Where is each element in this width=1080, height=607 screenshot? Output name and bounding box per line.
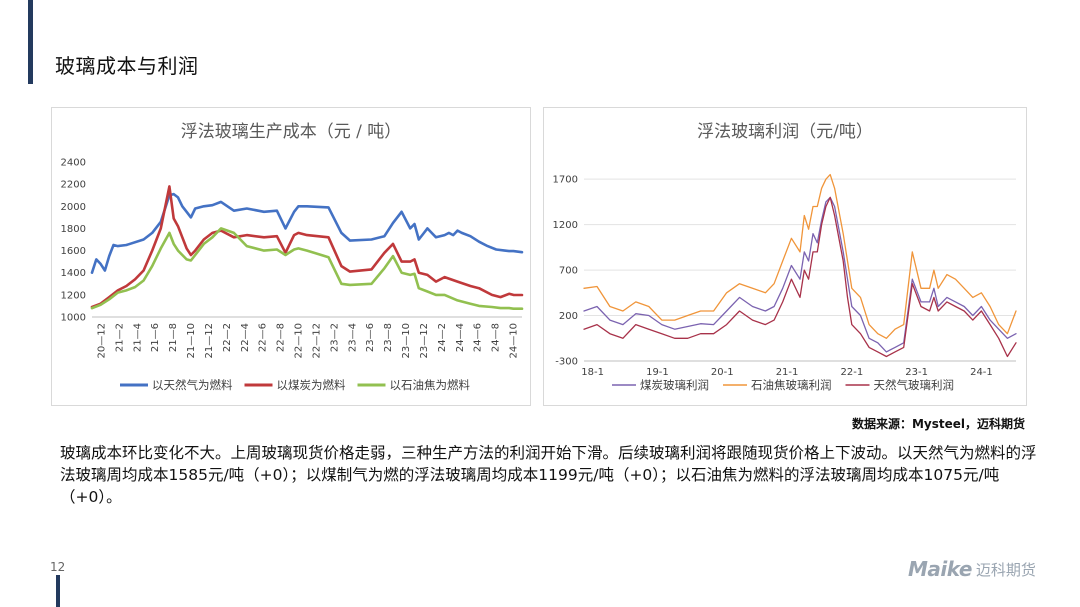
legend-label-3: 天然气玻璃利润 <box>874 378 955 392</box>
x-tick-label: 24—8 <box>491 323 502 352</box>
x-tick-label: 24—6 <box>473 323 484 352</box>
series-line-1 <box>583 196 1017 353</box>
legend-label-1: 煤炭玻璃利润 <box>640 378 709 392</box>
x-tick-label: 21—4 <box>132 323 143 352</box>
logo-mark: Maike <box>908 557 972 581</box>
x-tick-label: 22-1 <box>840 367 863 378</box>
x-tick-label: 22—6 <box>258 323 269 352</box>
x-tick-label: 21—6 <box>150 323 161 352</box>
x-tick-label: 24—4 <box>455 323 466 352</box>
series-line-1 <box>90 192 524 274</box>
legend-label-2: 以煤炭为燃料 <box>277 378 346 392</box>
logo-cn-text: 迈科期货 <box>975 560 1036 579</box>
x-tick-label: 22—12 <box>311 323 322 358</box>
profit-chart: 浮法玻璃利润（元/吨） -300 200 700 1200 1700 18-1 19-1 20-… <box>553 122 1017 392</box>
x-tick-label: 24-1 <box>970 367 993 378</box>
x-tick-label: 22—2 <box>222 323 233 352</box>
x-tick-label: 23—8 <box>383 323 394 352</box>
x-tick-label: 23—4 <box>347 323 358 352</box>
x-tick-label: 20—12 <box>96 323 107 358</box>
y-tick-label: 1400 <box>61 268 86 279</box>
y-tick-label: 1700 <box>553 175 578 186</box>
y-tick-label: 200 <box>559 311 578 322</box>
x-tick-label: 23—12 <box>419 323 430 358</box>
y-tick-label: 2000 <box>61 202 86 213</box>
x-tick-label: 23—6 <box>365 323 376 352</box>
y-tick-label: 2400 <box>61 158 86 169</box>
y-tick-label: 1000 <box>61 313 86 324</box>
series-line-3 <box>583 196 1017 358</box>
maike-logo: Maike 迈科期货 <box>908 556 1036 582</box>
series-line-2 <box>90 185 524 309</box>
y-tick-label: -300 <box>555 357 578 368</box>
commentary-text: 玻璃成本环比变化不大。上周玻璃现货价格走弱，三种生产方法的利润开始下滑。后续玻璃… <box>60 444 1037 506</box>
x-tick-label: 22—4 <box>240 323 251 352</box>
legend-label-3: 以石油焦为燃料 <box>390 378 471 392</box>
cost-chart-panel: 浮法玻璃生产成本（元 / 吨） 1000 1200 1400 1600 1800 2000 2… <box>51 107 531 406</box>
page-number: 12 <box>50 560 66 574</box>
x-tick-label: 21—2 <box>114 323 125 352</box>
y-tick-label: 1800 <box>61 224 86 235</box>
profit-chart-panel: 浮法玻璃利润（元/吨） -300 200 700 1200 1700 18-1 19-1 20-… <box>543 107 1027 406</box>
x-tick-label: 19-1 <box>646 367 669 378</box>
chart-title: 浮法玻璃利润（元/吨） <box>697 122 873 142</box>
x-tick-label: 20-1 <box>711 367 734 378</box>
y-tick-label: 2200 <box>61 180 86 191</box>
series-line-3 <box>90 227 524 310</box>
x-tick-label: 23-1 <box>905 367 928 378</box>
page-title: 玻璃成本与利润 <box>55 54 199 78</box>
cost-chart: 浮法玻璃生产成本（元 / 吨） 1000 1200 1400 1600 1800 2000 2… <box>61 122 524 392</box>
accent-bar-bottom <box>56 575 60 607</box>
y-tick-label: 1200 <box>553 220 578 231</box>
x-tick-label: 23—10 <box>401 323 412 358</box>
x-tick-label: 24—10 <box>509 323 520 358</box>
data-source: 数据来源：Mysteel，迈科期货 <box>851 417 1025 431</box>
legend-label-1: 以天然气为燃料 <box>152 378 233 392</box>
x-tick-label: 21—12 <box>204 323 215 358</box>
x-tick-label: 18-1 <box>581 367 604 378</box>
x-tick-label: 22—10 <box>294 323 305 358</box>
x-tick-label: 22—8 <box>276 323 287 352</box>
chart-title: 浮法玻璃生产成本（元 / 吨） <box>181 122 402 142</box>
y-tick-label: 1600 <box>61 246 86 257</box>
x-tick-label: 21—8 <box>168 323 179 352</box>
y-tick-label: 700 <box>559 266 578 277</box>
legend-label-2: 石油焦玻璃利润 <box>751 378 832 392</box>
series-line-2 <box>583 173 1017 339</box>
accent-bar-top <box>28 0 33 84</box>
x-tick-label: 21—10 <box>186 323 197 358</box>
x-tick-label: 24—2 <box>437 323 448 352</box>
x-tick-label: 21-1 <box>776 367 799 378</box>
y-tick-label: 1200 <box>61 290 86 301</box>
x-tick-label: 23—2 <box>329 323 340 352</box>
